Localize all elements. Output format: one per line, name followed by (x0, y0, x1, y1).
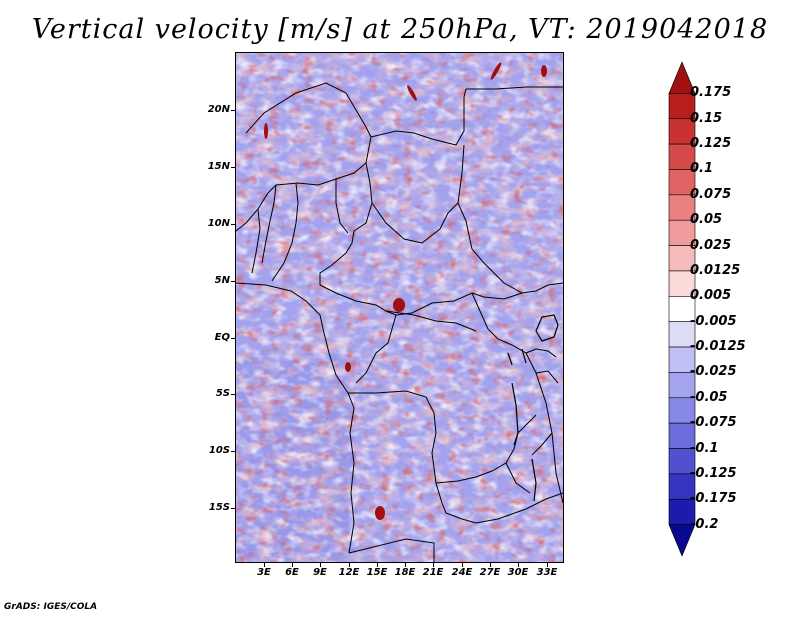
colorbar-label: 0.125 (690, 136, 732, 152)
colorbar-segment (668, 524, 696, 557)
lon-tick (462, 562, 463, 567)
lon-tick (292, 562, 293, 567)
colorbar-label: 0.075 (690, 186, 732, 202)
colorbar-segment (668, 270, 696, 297)
lon-label: 30E (507, 567, 529, 578)
strong-cores (264, 62, 547, 520)
colorbar-label: -0.2 (690, 516, 719, 532)
colorbar-segment (668, 143, 696, 170)
colorbar-label: -0.125 (690, 465, 737, 481)
lat-tick (231, 110, 236, 111)
lon-label: 21E (422, 567, 444, 578)
lon-tick (377, 562, 378, 567)
colorbar-segment (668, 219, 696, 246)
colorbar-label: 0.0125 (690, 262, 741, 278)
colorbar-label: -0.1 (690, 440, 719, 456)
lon-label: 33E (536, 567, 558, 578)
lon-label: 6E (285, 567, 299, 578)
colorbar-segment (668, 245, 696, 272)
colorbar-segment (668, 296, 696, 322)
lat-label: 10N (207, 218, 230, 229)
colorbar-label: -0.025 (690, 364, 737, 380)
lat-label: 15N (207, 161, 230, 172)
lat-tick (231, 451, 236, 452)
lat-tick (231, 167, 236, 168)
colorbar-segment (668, 194, 696, 221)
lon-tick (547, 562, 548, 567)
colorbar-label: 0.1 (690, 161, 714, 177)
colorbar-segment (668, 397, 696, 424)
colorbar-segment (668, 346, 696, 373)
lat-tick (231, 281, 236, 282)
colorbar-segment (668, 448, 696, 475)
map-canvas (236, 53, 563, 562)
lon-label: 15E (366, 567, 388, 578)
colorbar-label: 0.025 (690, 237, 732, 253)
lon-label: 27E (479, 567, 501, 578)
lat-label: 20N (207, 104, 230, 115)
colorbar-label: 0.005 (690, 288, 732, 304)
lat-tick (231, 338, 236, 339)
lat-label: 10S (208, 445, 230, 456)
lon-tick (405, 562, 406, 567)
colorbar-segment (668, 321, 696, 348)
lat-tick (231, 508, 236, 509)
lon-label: 9E (313, 567, 327, 578)
lat-label: 15S (208, 502, 230, 513)
credit-text: GrADS: IGES/COLA (4, 602, 98, 612)
lon-label: 18E (394, 567, 416, 578)
colorbar-label: 0.175 (690, 85, 732, 101)
lakes (507, 314, 559, 502)
chart-title: Vertical velocity [m/s] at 250hPa, VT: 2… (31, 14, 769, 45)
lon-tick (320, 562, 321, 567)
colorbar-label: -0.05 (690, 389, 728, 405)
lat-label: 5N (214, 275, 230, 286)
colorbar-label: 0.05 (690, 212, 723, 228)
lat-label: 5S (215, 388, 230, 399)
lon-tick (518, 562, 519, 567)
borders (236, 82, 563, 562)
colorbar-segment (668, 473, 696, 500)
lon-label: 24E (451, 567, 473, 578)
colorbar-segment (668, 169, 696, 196)
colorbar (668, 61, 696, 557)
colorbar-segment (668, 422, 696, 449)
map-frame (235, 52, 564, 563)
colorbar-segment (668, 93, 696, 120)
lat-tick (231, 224, 236, 225)
lon-tick (349, 562, 350, 567)
velocity-map (236, 53, 563, 562)
lon-label: 3E (257, 567, 271, 578)
lat-tick (231, 394, 236, 395)
colorbar-label: -0.0125 (690, 339, 746, 355)
lon-tick (264, 562, 265, 567)
lon-tick (490, 562, 491, 567)
colorbar-label: -0.175 (690, 491, 737, 507)
colorbar-segment (668, 498, 696, 525)
colorbar-label: -0.005 (690, 313, 737, 329)
lon-tick (433, 562, 434, 567)
colorbar-label: -0.075 (690, 415, 737, 431)
lat-label: EQ (214, 332, 230, 343)
lon-label: 12E (338, 567, 360, 578)
colorbar-label: 0.15 (690, 110, 723, 126)
